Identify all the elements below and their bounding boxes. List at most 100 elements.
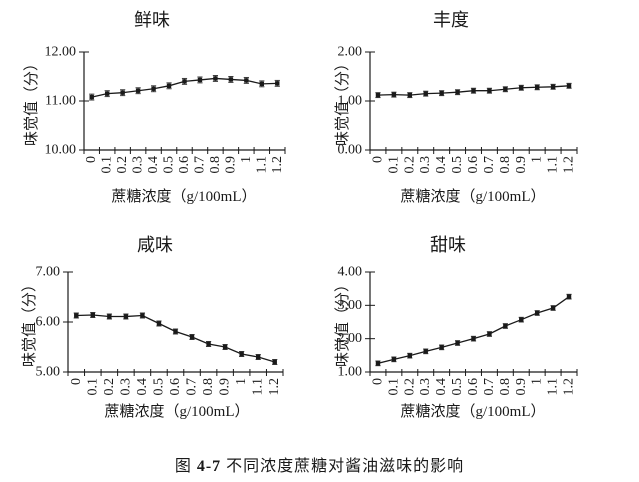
- x-tick-label: 0.4: [146, 156, 161, 174]
- y-axis-title: 味觉值（分）: [23, 56, 40, 146]
- data-point-marker: [455, 89, 460, 95]
- y-tick-label: 3.00: [338, 298, 363, 313]
- x-tick-label: 0: [69, 378, 84, 385]
- x-tick-label: 0.4: [434, 378, 449, 396]
- x-tick-label: 1: [530, 378, 545, 385]
- x-tick-label: 0.3: [118, 378, 133, 396]
- x-tick-label: 0.7: [482, 156, 497, 174]
- data-point-marker: [471, 336, 476, 341]
- x-tick-label: 0.2: [102, 378, 117, 396]
- x-tick-label: 1: [530, 156, 545, 163]
- data-series-line: [377, 296, 570, 364]
- chart-title: 甜味: [430, 235, 466, 255]
- x-tick-label: 1.2: [562, 156, 577, 174]
- x-tick-label: 1.2: [270, 156, 285, 174]
- data-point-marker: [391, 357, 397, 362]
- data-point-marker: [197, 77, 203, 83]
- data-point-marker: [471, 88, 476, 93]
- y-tick-label: 2.00: [338, 45, 363, 60]
- data-point-marker: [255, 354, 261, 360]
- x-tick-label: 0.1: [85, 378, 100, 396]
- caption-prefix: 图: [174, 458, 192, 475]
- x-tick-label: 0.8: [208, 156, 223, 174]
- data-point-marker: [104, 91, 110, 96]
- x-tick-label: 0.9: [218, 378, 233, 396]
- x-tick-label: 1.2: [267, 378, 282, 396]
- x-tick-label: 0.5: [151, 378, 166, 396]
- data-point-marker: [222, 344, 228, 350]
- chart-umami: 鲜味 味觉值（分） 蔗糖浓度（g/100mL） 10.00 11.00 12.00 0 0.1…: [0, 0, 318, 230]
- x-tick-label: 0.2: [115, 156, 130, 174]
- data-point-marker: [272, 359, 277, 365]
- data-point-marker: [566, 83, 572, 89]
- data-point-marker: [534, 85, 540, 90]
- data-point-marker: [519, 85, 524, 90]
- data-point-marker: [206, 341, 211, 347]
- data-point-marker: [423, 91, 428, 96]
- x-tick-label: 0.2: [402, 378, 417, 396]
- y-tick-label: 10.00: [45, 143, 77, 158]
- x-tick-label: 0.5: [450, 378, 465, 396]
- x-tick-label: 0.5: [450, 156, 465, 174]
- y-tick-label: 12.00: [45, 45, 77, 60]
- data-point-marker: [439, 90, 444, 96]
- data-point-marker: [140, 313, 145, 318]
- data-point-marker: [151, 86, 156, 91]
- data-point-marker: [135, 88, 141, 93]
- y-tick-label: 0.00: [338, 143, 363, 158]
- data-point-marker: [166, 83, 172, 89]
- caption-number: 4-7: [196, 458, 222, 475]
- data-point-marker: [423, 349, 428, 354]
- x-tick-label: 0.3: [418, 378, 433, 396]
- chart-richness: 丰度 味觉值（分） 蔗糖浓度（g/100mL） 0.00 1.00 2.00 0 0.1 0.2…: [318, 0, 636, 230]
- data-point-marker: [107, 314, 112, 319]
- y-tick-label: 7.00: [36, 265, 61, 280]
- y-tick-label: 5.00: [36, 365, 61, 380]
- data-point-marker: [156, 321, 162, 326]
- data-series-line: [76, 314, 275, 363]
- data-point-marker: [487, 88, 492, 93]
- data-point-marker: [189, 334, 195, 340]
- x-tick-label: 0.2: [402, 156, 417, 174]
- x-tick-label: 0: [84, 156, 99, 163]
- figure-caption: 图 4-7 不同浓度蔗糖对酱油滋味的影响: [0, 452, 639, 476]
- x-tick-label: 0.6: [466, 156, 481, 174]
- data-point-marker: [173, 329, 178, 334]
- y-tick-label: 11.00: [45, 94, 76, 109]
- data-point-marker: [375, 361, 381, 366]
- data-point-marker: [182, 79, 187, 84]
- data-point-marker: [407, 92, 413, 98]
- data-point-marker: [534, 310, 540, 316]
- data-point-marker: [455, 340, 460, 346]
- y-axis-title: 味觉值（分）: [21, 277, 38, 367]
- x-tick-label: 0.3: [418, 156, 433, 174]
- x-tick-label: 1: [234, 378, 249, 385]
- x-tick-label: 0.7: [185, 378, 200, 396]
- chart-saltiness: 咸味 味觉值（分） 蔗糖浓度（g/100mL） 5.00 6.00 7.00 0 0.1 0.2…: [0, 230, 318, 450]
- y-tick-label: 6.00: [36, 315, 61, 330]
- y-tick-label: 1.00: [338, 365, 363, 380]
- x-tick-label: 0.5: [162, 156, 177, 174]
- data-point-marker: [519, 317, 524, 322]
- x-tick-label: 0.4: [434, 156, 449, 174]
- data-point-marker: [228, 77, 234, 82]
- x-tick-label: 0.9: [223, 156, 238, 174]
- data-point-marker: [259, 81, 265, 87]
- chart-title: 丰度: [433, 10, 469, 30]
- chart-title: 鲜味: [134, 10, 170, 30]
- x-tick-label: 1: [239, 156, 254, 163]
- x-tick-label: 0.8: [498, 156, 513, 174]
- data-point-marker: [566, 294, 572, 299]
- x-tick-label: 0.1: [386, 378, 401, 396]
- data-point-marker: [239, 351, 244, 357]
- data-point-marker: [550, 84, 556, 89]
- x-tick-label: 0.1: [100, 156, 115, 174]
- data-point-marker: [439, 345, 444, 350]
- data-point-marker: [550, 305, 556, 311]
- data-point-marker: [213, 76, 218, 81]
- x-tick-label: 1.1: [546, 378, 561, 396]
- x-tick-label: 0: [370, 156, 385, 163]
